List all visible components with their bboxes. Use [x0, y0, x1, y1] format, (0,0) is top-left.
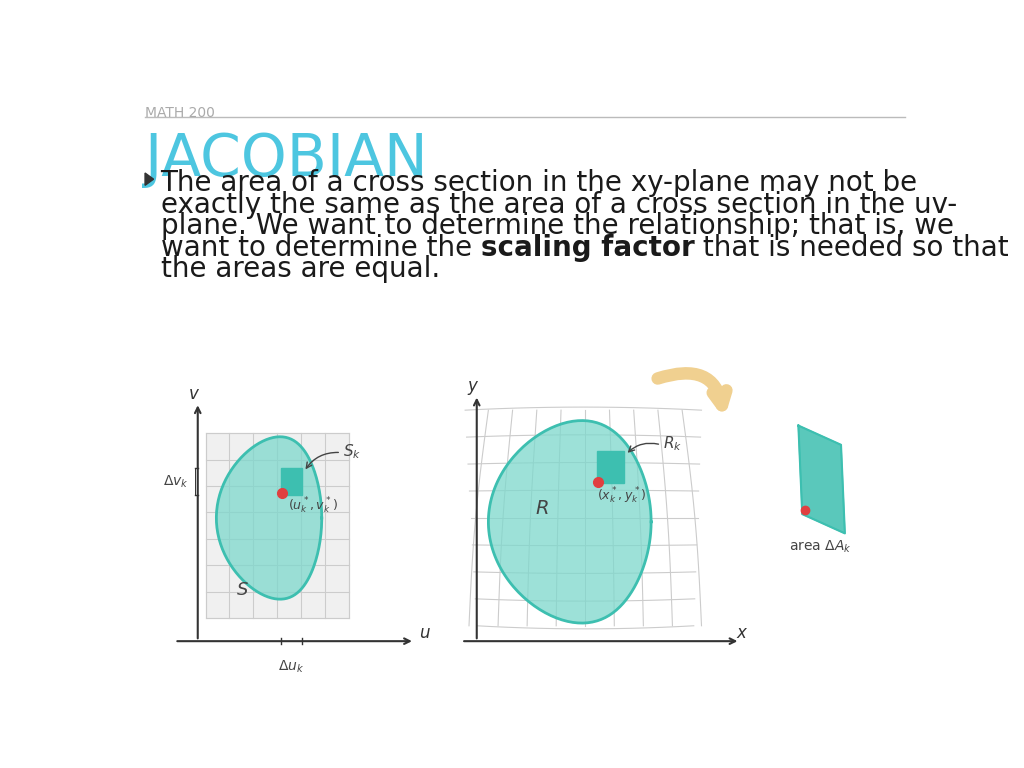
- Text: $S_k$: $S_k$: [343, 442, 360, 461]
- Polygon shape: [216, 437, 322, 599]
- Text: MATH 200: MATH 200: [145, 106, 215, 120]
- Text: exactly the same as the area of a cross section in the uv-: exactly the same as the area of a cross …: [161, 190, 956, 219]
- Text: $(u_k^*, v_k^*)$: $(u_k^*, v_k^*)$: [289, 496, 338, 516]
- Text: area $\Delta A_k$: area $\Delta A_k$: [788, 539, 851, 555]
- Text: $(x_k^*, y_k^*)$: $(x_k^*, y_k^*)$: [597, 486, 646, 506]
- Text: u: u: [419, 624, 429, 642]
- Polygon shape: [145, 173, 154, 185]
- Text: want to determine the: want to determine the: [161, 233, 480, 262]
- Text: scaling factor: scaling factor: [480, 233, 694, 262]
- Text: $\Delta v_k$: $\Delta v_k$: [163, 473, 188, 489]
- Text: v: v: [189, 385, 199, 402]
- Text: y: y: [467, 377, 477, 395]
- Text: that is needed so that: that is needed so that: [694, 233, 1009, 262]
- Text: the areas are equal.: the areas are equal.: [161, 256, 439, 283]
- Text: x: x: [736, 624, 746, 642]
- Text: $R_k$: $R_k$: [663, 435, 682, 453]
- Bar: [597, 451, 624, 483]
- Text: plane. We want to determine the relationship; that is, we: plane. We want to determine the relation…: [161, 212, 953, 240]
- Text: The area of a cross section in the xy-plane may not be: The area of a cross section in the xy-pl…: [161, 169, 918, 197]
- Polygon shape: [488, 421, 651, 623]
- Text: $R$: $R$: [535, 499, 549, 518]
- Polygon shape: [799, 425, 845, 533]
- Bar: [206, 433, 349, 618]
- Text: $\Delta u_k$: $\Delta u_k$: [279, 658, 305, 674]
- Text: JACOBIAN: JACOBIAN: [145, 131, 428, 187]
- Text: $S$: $S$: [237, 581, 250, 599]
- Bar: [281, 468, 302, 495]
